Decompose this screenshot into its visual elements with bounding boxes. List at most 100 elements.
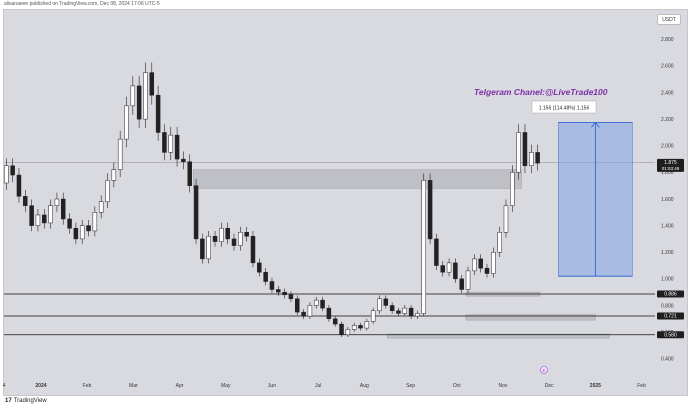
candle-body <box>244 232 249 237</box>
candle-body <box>73 228 79 240</box>
candle-body <box>345 329 351 335</box>
candle-body <box>111 169 117 181</box>
candle-body <box>370 310 376 322</box>
y-tick-label: 1.400 <box>661 223 674 229</box>
telegram-annotation: Telgeram Chanel:@LiveTrade100 <box>474 87 608 97</box>
candle-body <box>326 307 332 320</box>
candle-body <box>351 325 357 330</box>
candle-body <box>446 262 452 273</box>
measure-label: 1.156 (114.48%) 1,156 <box>539 106 590 112</box>
price-label-box <box>657 312 684 320</box>
candle-body <box>535 152 540 164</box>
candle-body <box>98 201 104 213</box>
candle-body <box>320 299 325 309</box>
x-tick-label: Jul <box>315 383 321 389</box>
candle-body <box>92 212 98 232</box>
candle-body <box>10 165 15 176</box>
x-tick-label: Sep <box>406 383 415 389</box>
candle-body <box>529 152 534 166</box>
candle-body <box>484 267 490 274</box>
candle-body <box>307 305 313 317</box>
candle-body <box>143 72 148 120</box>
y-tick-label: 0.400 <box>661 356 674 362</box>
candle-body <box>415 313 420 317</box>
x-tick-label: Feb <box>637 383 646 389</box>
candle-body <box>168 134 174 153</box>
candle-body <box>136 85 142 120</box>
currency-button[interactable]: USDT <box>657 14 681 25</box>
y-tick-label: 2.000 <box>661 144 674 150</box>
candle-body <box>124 105 129 140</box>
candle-body <box>42 214 47 224</box>
candle-body <box>105 180 110 202</box>
candle-body <box>459 278 464 290</box>
candle-body <box>377 298 382 312</box>
candle-body <box>187 161 192 186</box>
y-tick-label: 1.800 <box>661 170 674 176</box>
candle-body <box>60 198 66 220</box>
candle-body <box>465 270 471 290</box>
candle-body <box>174 134 180 160</box>
candle-body <box>117 138 123 170</box>
measure-arrow-head <box>591 121 600 128</box>
candle-body <box>389 305 395 312</box>
candle-body <box>86 225 91 232</box>
price-label-value: 1.875 <box>664 160 677 166</box>
y-tick-label: 2.600 <box>661 64 674 70</box>
y-tick-label: 0.800 <box>661 303 674 309</box>
x-tick-label: Feb <box>83 383 92 389</box>
price-label-value: 0.580 <box>664 332 677 338</box>
event-marker-label: E <box>542 368 545 373</box>
candle-body <box>434 238 439 266</box>
x-tick-label: Jun <box>268 383 276 389</box>
x-tick-label: 4 <box>3 383 6 389</box>
candle-body <box>408 307 414 317</box>
candle-body <box>206 236 211 260</box>
candle-body <box>219 228 224 242</box>
candle-body <box>149 72 155 96</box>
x-tick-label: Oct <box>453 383 461 389</box>
candle-body <box>421 180 427 314</box>
candle-body <box>4 165 9 184</box>
y-tick-label: 2.200 <box>661 117 674 123</box>
candle-body <box>332 318 338 325</box>
candle-body <box>67 218 72 229</box>
candle-body <box>522 132 528 166</box>
candle-body <box>263 271 268 282</box>
candle-body <box>396 310 401 314</box>
candle-body <box>79 225 85 240</box>
event-marker-icon <box>540 366 548 374</box>
candle-body <box>276 289 281 293</box>
candle-body <box>162 132 167 153</box>
candle-body <box>130 85 136 107</box>
zone-box <box>387 333 610 339</box>
candle-body <box>472 258 477 272</box>
candle-body <box>478 258 483 269</box>
x-tick-label: Nov <box>499 383 508 389</box>
candle-body <box>288 294 294 300</box>
candle-body <box>453 262 458 280</box>
y-tick-label: 2.400 <box>661 90 674 96</box>
candle-body <box>54 198 60 206</box>
candle-body <box>193 185 199 240</box>
footer: 17 TradingView <box>0 396 690 407</box>
candle-body <box>181 158 186 162</box>
candle-body <box>282 291 287 296</box>
candle-body <box>383 298 389 306</box>
candle-body <box>238 232 243 246</box>
x-tick-label: Mar <box>129 383 138 389</box>
price-label-value: 0.886 <box>664 292 677 298</box>
candle-body <box>497 232 502 253</box>
tradingview-logo-icon: 17 <box>5 398 12 404</box>
candle-body <box>225 228 230 240</box>
price-label-value: 0.721 <box>664 314 677 320</box>
candle-body <box>48 205 53 224</box>
x-tick-label: Dec <box>545 383 554 389</box>
candle-body <box>231 238 237 246</box>
publish-info: alisanaeee published on TradingView.com,… <box>4 1 160 7</box>
candle-body <box>491 251 496 274</box>
candle-body <box>402 307 408 314</box>
candle-body <box>257 262 262 273</box>
candle-body <box>301 311 306 317</box>
